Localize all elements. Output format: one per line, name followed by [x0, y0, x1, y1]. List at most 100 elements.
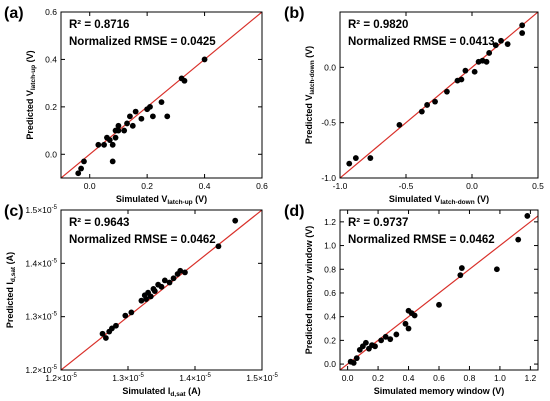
x-axis-title-symbol: V: [434, 194, 440, 204]
data-point: [122, 312, 129, 319]
y-axis-title-text: Predicted: [304, 101, 314, 145]
data-point: [115, 122, 122, 129]
y-tick-label: 1.3×10-5: [25, 312, 57, 322]
y-tick-label: 0.2: [45, 102, 57, 112]
x-axis-title-subscript: d,sat: [170, 391, 186, 398]
data-point: [132, 108, 139, 115]
x-tick-mantissa: 1.2×10: [45, 373, 72, 383]
plot-frame: [60, 11, 263, 179]
rmse-label: Normalized RMSE = 0.0462: [69, 234, 216, 246]
x-axis-title: Simulated Id,sat (A): [122, 386, 200, 398]
data-point: [149, 113, 156, 120]
data-point: [382, 333, 389, 340]
r-squared-label: R² = 0.9643: [69, 217, 129, 229]
data-point: [515, 236, 522, 243]
x-tick-exponent: -5: [272, 373, 278, 379]
x-axis-title-text: Simulated: [389, 194, 435, 204]
y-tick-label: -0.5: [321, 118, 336, 128]
y-axis-title-subscript: d,sat: [10, 266, 17, 282]
x-axis-title: Simulated Vlatch-up (V): [116, 194, 207, 206]
data-point: [458, 76, 465, 83]
data-point: [405, 325, 412, 332]
x-tick-label: 0.8: [464, 373, 476, 383]
y-tick-exponent: -5: [52, 205, 58, 211]
y-tick-exponent: -5: [52, 258, 58, 264]
x-axis-title-text: Simulated memory window (V): [374, 386, 505, 396]
panel-label: (b): [284, 5, 304, 22]
panel-d: 0.0 0.2 0.4 0.6 0.8 1.0 1.2 0.0 0.2 0.4 0.6 0.8 1.0 1…: [284, 203, 539, 396]
y-tick-mantissa: 1.5×10: [25, 205, 52, 215]
data-point: [215, 243, 222, 250]
data-point: [378, 337, 385, 344]
data-point: [393, 331, 400, 338]
data-point: [75, 170, 82, 177]
y-axis-title-text: Predicted memory window (V): [304, 226, 314, 355]
data-point: [129, 122, 136, 129]
y-tick-label: 0.8: [324, 264, 336, 274]
data-point: [164, 113, 171, 120]
x-tick-label: 0.2: [372, 373, 384, 383]
y-axis-title-subscript: latch-up: [30, 65, 37, 90]
plot-frame: [60, 209, 263, 371]
rmse-label: Normalized RMSE = 0.0413: [348, 36, 495, 48]
y-axis-title: Predicted Id,sat (A): [5, 252, 17, 328]
data-point: [78, 165, 84, 172]
y-tick-label: 0.6: [324, 288, 336, 298]
x-tick-exponent: -5: [71, 373, 77, 379]
data-point: [493, 266, 500, 273]
data-point: [170, 275, 177, 282]
data-point: [161, 277, 168, 284]
data-point: [102, 335, 109, 341]
x-tick-label: 0.4: [199, 181, 211, 191]
data-point: [124, 120, 130, 127]
data-point: [158, 99, 165, 106]
y-tick-mantissa: 1.4×10: [25, 258, 52, 268]
y-tick-mantissa: 1.2×10: [25, 365, 52, 375]
y-tick-exponent: -5: [52, 312, 58, 318]
panel-label: (d): [284, 203, 304, 220]
data-point: [181, 77, 188, 84]
data-point: [138, 297, 145, 304]
panel-label: (c): [4, 203, 24, 220]
data-point: [95, 141, 102, 148]
r-squared-label: R² = 0.8716: [69, 19, 129, 31]
data-point: [458, 265, 465, 271]
panel-c: 1.2×10-5 1.3×10-5 1.4×10-5 1.5×10-51.2×10-5…: [4, 203, 278, 398]
data-point: [352, 155, 359, 161]
data-point: [158, 283, 165, 290]
y-tick-label: 0.2: [324, 335, 336, 345]
data-point: [109, 158, 116, 165]
y-axis-title-unit: (V): [304, 46, 314, 61]
data-point: [147, 293, 154, 300]
data-point: [166, 279, 173, 286]
data-point: [396, 121, 403, 128]
data-point: [121, 127, 128, 134]
y-axis-title-symbol: V: [304, 95, 314, 101]
data-point: [182, 269, 188, 276]
x-tick-label: 1.3×10-5: [112, 373, 144, 383]
data-point: [113, 322, 119, 329]
panel-label: (a): [4, 5, 24, 22]
data-point: [350, 359, 357, 366]
data-point: [418, 108, 425, 115]
x-tick-label: 0.0: [466, 181, 478, 191]
data-point: [147, 103, 153, 110]
x-tick-label: 1.0: [494, 373, 506, 383]
x-tick-label: 0.5: [532, 181, 544, 191]
data-point: [109, 141, 116, 148]
x-axis-title-unit: (V): [193, 194, 208, 204]
y-axis-title-text: Predicted: [25, 96, 35, 140]
y-tick-label: 1.2×10-5: [25, 365, 57, 375]
y-tick-label: 0.4: [324, 312, 336, 322]
x-tick-label: 0.6: [433, 373, 445, 383]
x-axis-title-text: Simulated: [116, 194, 162, 204]
y-tick-label: 1.2: [324, 217, 336, 227]
rmse-label: Normalized RMSE = 0.0425: [69, 36, 216, 48]
data-point: [471, 68, 478, 75]
y-axis-title: Predicted Vlatch-up (V): [25, 50, 37, 139]
y-tick-label: 0.4: [45, 54, 57, 64]
x-axis-title-subscript: latch-down: [440, 199, 474, 206]
y-axis-title: Predicted memory window (V): [304, 226, 314, 355]
panel-a: 0.0 0.2 0.4 0.6 0.0 0.2 0.4 0.6 Simulated Vlatch…: [4, 5, 268, 206]
